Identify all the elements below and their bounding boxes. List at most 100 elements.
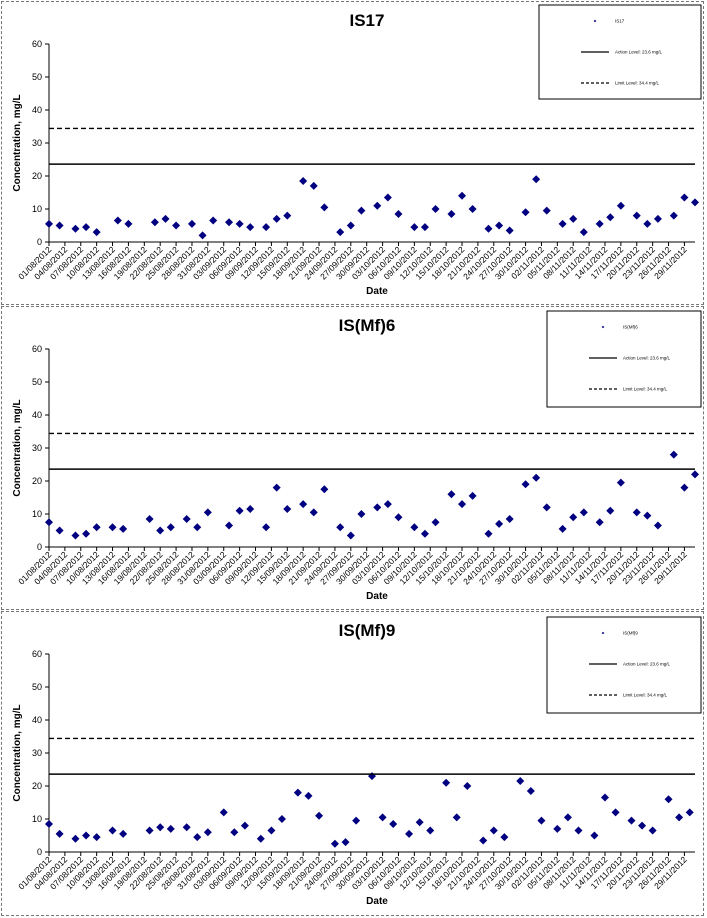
data-point (611, 808, 620, 817)
data-point (638, 821, 647, 830)
data-point (373, 201, 382, 210)
data-point (235, 219, 244, 228)
y-tick-label: 10 (32, 814, 42, 824)
data-point (203, 828, 212, 837)
data-point (383, 500, 392, 509)
data-point (82, 223, 91, 232)
data-point (45, 219, 53, 228)
data-point (410, 523, 419, 532)
data-point (484, 224, 493, 233)
data-point (246, 505, 255, 514)
legend-marker-points (601, 325, 605, 329)
y-tick-label: 30 (32, 443, 42, 453)
data-point (71, 224, 80, 233)
x-axis-label: Date (366, 896, 388, 907)
data-point (537, 816, 546, 825)
data-point (632, 211, 641, 220)
y-tick-label: 50 (32, 682, 42, 692)
chart-panel-ismf6: IS(Mf)6 Concentration, mg/L 0 10 20 30 40 50 60 0… (1, 306, 704, 610)
data-point (262, 523, 271, 532)
data-point (209, 216, 218, 225)
data-point (336, 228, 345, 237)
data-point (569, 513, 578, 522)
data-point (680, 483, 689, 492)
data-point (447, 490, 456, 499)
y-tick-label: 60 (32, 39, 42, 49)
y-tick-label: 10 (32, 204, 42, 214)
data-point (219, 808, 228, 817)
data-point (92, 833, 101, 842)
data-point (272, 214, 281, 223)
data-point (431, 518, 440, 527)
y-tick-label: 40 (32, 105, 42, 115)
data-point (82, 831, 91, 840)
data-point (653, 521, 662, 530)
data-point (526, 786, 535, 795)
y-tick-label: 50 (32, 377, 42, 387)
data-point (468, 205, 477, 213)
legend-label: IS17 (615, 19, 625, 24)
data-point (262, 223, 271, 232)
data-point (484, 529, 493, 538)
data-point (653, 214, 662, 223)
data-point (55, 526, 64, 535)
data-point (563, 813, 572, 822)
legend-label: IS(Mf)6 (623, 325, 638, 330)
data-point (394, 513, 403, 522)
data-point (150, 218, 159, 227)
data-point (680, 193, 689, 202)
data-point (505, 226, 514, 235)
data-point (156, 526, 165, 535)
data-point (108, 523, 117, 532)
data-point (320, 485, 329, 494)
data-point (542, 206, 551, 215)
data-point (346, 531, 355, 540)
data-point (632, 508, 641, 517)
data-point (606, 213, 615, 222)
data-point (489, 826, 498, 835)
y-axis-label: Concentration, mg/L (12, 704, 23, 801)
data-point (113, 216, 122, 225)
chart-panel-is17: IS17 Concentration, mg/L 0 10 20 30 40 50 60 01/0… (1, 1, 704, 305)
data-point (346, 221, 355, 230)
data-point (600, 793, 609, 802)
data-point (55, 829, 64, 838)
data-point (426, 826, 435, 835)
data-point (240, 821, 249, 830)
data-point (187, 219, 196, 228)
data-point (283, 211, 292, 220)
data-point (574, 826, 583, 835)
data-point (272, 483, 281, 492)
data-point (616, 478, 625, 487)
data-point (521, 208, 530, 217)
data-point (495, 221, 504, 230)
data-point (590, 831, 599, 840)
data-point (669, 450, 678, 459)
data-point (172, 221, 181, 230)
legend-marker-points (593, 19, 597, 23)
data-point (92, 228, 101, 237)
data-point (320, 203, 329, 212)
data-point (505, 514, 514, 523)
data-point (675, 813, 684, 822)
y-tick-label: 0 (37, 237, 42, 247)
legend-marker-points (601, 631, 605, 635)
chart-title: IS17 (350, 11, 385, 30)
data-point (669, 211, 678, 220)
legend-label: Action Level: 23.6 mg/L (623, 356, 671, 361)
data-point (394, 209, 403, 218)
data-point (479, 836, 488, 845)
legend-label: IS(Mf)9 (623, 631, 638, 636)
data-point (357, 206, 366, 215)
data-point (309, 181, 318, 190)
chart-panel-ismf9: IS(Mf)9 Concentration, mg/L 0 10 20 30 40 50 60 0… (1, 611, 704, 916)
x-axis-label: Date (366, 591, 388, 602)
data-point (71, 834, 80, 843)
data-point (452, 813, 461, 822)
y-tick-label: 20 (32, 476, 42, 486)
data-point (627, 816, 636, 825)
data-point (691, 198, 699, 207)
data-point (256, 834, 265, 843)
